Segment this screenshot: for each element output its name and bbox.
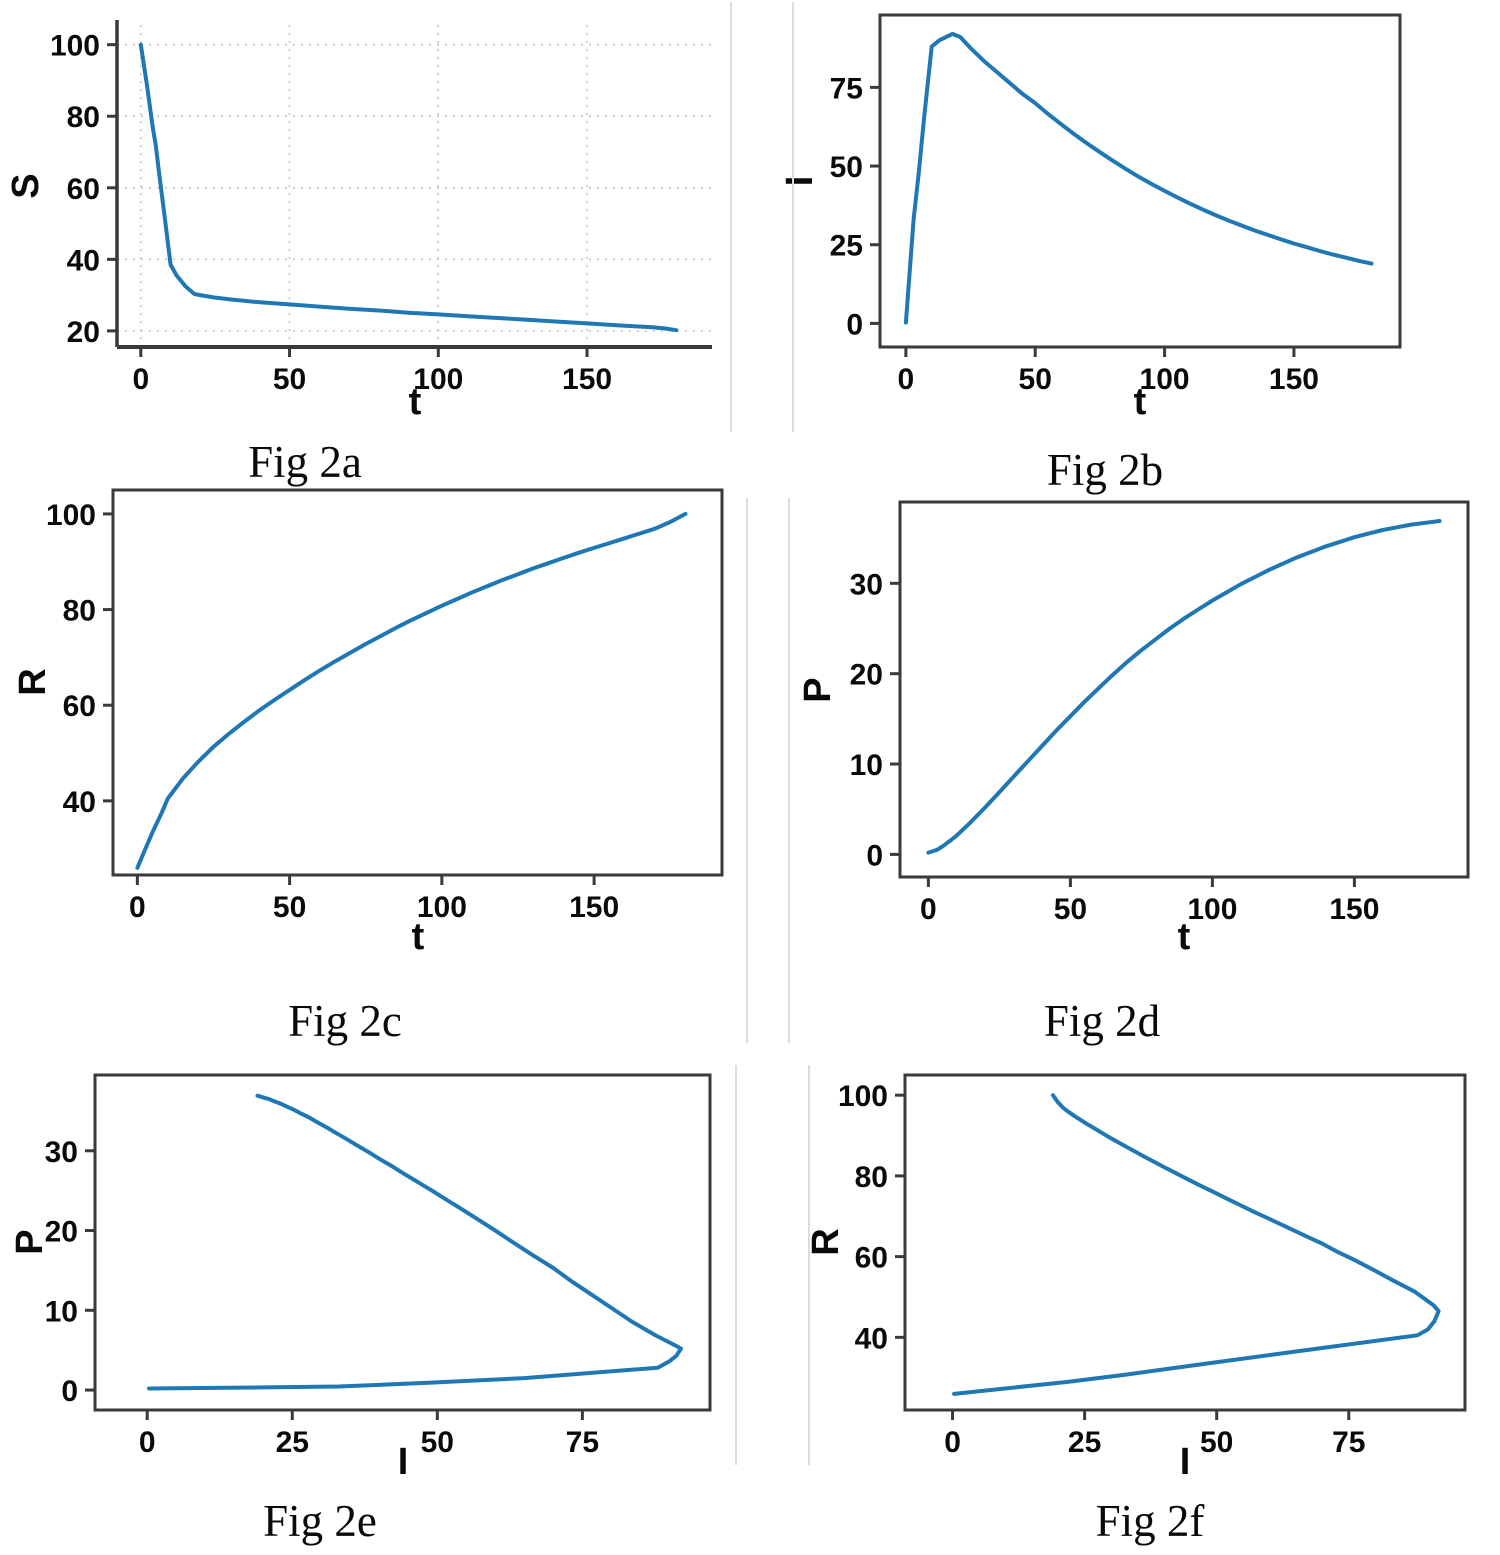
column-divider-line [746, 498, 748, 1043]
fig-2a-caption: Fig 2a [248, 437, 362, 487]
x-tick-label: 100 [417, 891, 467, 924]
x-axis-label: t [412, 916, 425, 958]
plot-frame [111, 488, 724, 877]
x-tick-label: 150 [1329, 893, 1379, 926]
y-tick-label: 40 [67, 244, 100, 277]
y-tick-label: 10 [850, 749, 883, 782]
fig-2c-caption: Fig 2c [288, 996, 402, 1046]
fig-2f-caption: Fig 2f [1095, 1496, 1205, 1546]
x-tick-label: 0 [139, 1426, 156, 1459]
y-tick-label: 40 [855, 1322, 888, 1355]
x-tick-label: 50 [273, 891, 306, 924]
y-tick-label: 80 [855, 1161, 888, 1194]
y-tick-label: 0 [61, 1375, 78, 1408]
x-tick-label: 75 [1332, 1426, 1365, 1459]
x-tick-label: 150 [1269, 363, 1319, 396]
data-line [952, 1093, 1441, 1396]
y-tick-label: 80 [67, 101, 100, 134]
x-tick-label: 100 [1140, 363, 1190, 396]
y-tick-label: 100 [46, 499, 96, 532]
x-tick-label: 150 [562, 363, 612, 396]
x-tick-label: 0 [129, 891, 146, 924]
y-tick-label: 60 [67, 173, 100, 206]
x-tick-label: 0 [920, 893, 937, 926]
x-tick-label: 50 [1054, 893, 1087, 926]
y-axis-label: P [797, 677, 839, 702]
x-tick-label: 25 [1068, 1426, 1101, 1459]
column-divider-line [788, 498, 790, 1043]
y-tick-label: 30 [45, 1136, 78, 1169]
fig-2f-panel: 0 25 50 75 40 60 80 100 I R Fig 2f [750, 1055, 1500, 1555]
y-tick-label: 20 [45, 1216, 78, 1249]
data-line [926, 519, 1442, 855]
fig-2d-panel: 0 50 100 150 0 10 20 30 t P Fig 2d [750, 480, 1500, 1055]
column-divider-line [808, 1065, 810, 1465]
y-axis-label: S [5, 173, 47, 198]
y-tick-label: 10 [45, 1295, 78, 1328]
data-line [138, 42, 679, 333]
fig-2d-plot: 0 50 100 150 0 10 20 30 t P [797, 500, 1470, 958]
data-line [135, 511, 688, 870]
y-tick-label: 30 [850, 568, 883, 601]
x-tick-label: 25 [276, 1426, 309, 1459]
plot-frame [93, 1073, 712, 1412]
plot-frame [878, 13, 1402, 349]
plot-frame [898, 500, 1470, 879]
y-tick-label: 40 [63, 786, 96, 819]
column-divider-line [730, 2, 732, 432]
x-tick-label: 100 [413, 363, 463, 396]
y-tick-label: 20 [850, 659, 883, 692]
y-tick-label: 100 [838, 1080, 888, 1113]
x-tick-label: 100 [1187, 893, 1237, 926]
fig-2b-caption: Fig 2b [1046, 445, 1164, 495]
x-tick-label: 150 [569, 891, 619, 924]
fig-2b-plot: 0 50 100 150 0 25 50 75 t I [779, 13, 1402, 423]
y-axis-label: R [12, 668, 54, 695]
y-tick-label: 80 [63, 595, 96, 628]
x-tick-label: 50 [421, 1426, 454, 1459]
x-tick-label: 50 [1019, 363, 1052, 396]
data-line [147, 1093, 683, 1391]
x-axis-label: t [1178, 916, 1191, 958]
column-divider-line [792, 2, 794, 432]
y-tick-label: 60 [63, 690, 96, 723]
y-tick-label: 0 [846, 308, 863, 341]
fig-2f-plot: 0 25 50 75 40 60 80 100 I R [805, 1073, 1467, 1483]
y-tick-label: 100 [50, 30, 100, 63]
y-tick-label: 20 [67, 316, 100, 349]
y-axis-label: R [805, 1228, 847, 1255]
column-divider-line [735, 1065, 737, 1465]
fig-2e-panel: 0 25 50 75 0 10 20 30 I P Fig 2e [0, 1055, 750, 1555]
y-axis-label: P [9, 1229, 51, 1254]
x-axis-label: t [409, 381, 422, 423]
fig-2b-panel: 0 50 100 150 0 25 50 75 t I Fig 2b [750, 0, 1500, 495]
x-tick-label: 0 [898, 363, 915, 396]
plot-frame [903, 1073, 1467, 1412]
y-tick-label: 0 [866, 839, 883, 872]
x-axis-label: t [1134, 381, 1147, 423]
y-tick-label: 60 [855, 1242, 888, 1275]
x-tick-label: 0 [944, 1426, 961, 1459]
x-axis-label: I [398, 1441, 409, 1483]
x-tick-label: 75 [566, 1426, 599, 1459]
x-tick-label: 50 [1200, 1426, 1233, 1459]
fig-2e-caption: Fig 2e [263, 1496, 377, 1546]
y-tick-label: 25 [830, 230, 863, 263]
data-line [903, 31, 1374, 325]
y-axis-label: I [779, 176, 821, 187]
fig-2c-panel: 0 50 100 150 40 60 80 100 t R Fig 2c [0, 480, 750, 1055]
fig-2d-caption: Fig 2d [1043, 996, 1161, 1046]
fig-2a-panel: 0 50 100 150 20 40 60 80 100 t S Fig 2a [0, 0, 750, 487]
x-axis-label: I [1180, 1441, 1191, 1483]
fig-2e-plot: 0 25 50 75 0 10 20 30 I P [9, 1073, 712, 1483]
y-tick-label: 75 [830, 72, 863, 105]
y-tick-label: 50 [830, 151, 863, 184]
x-tick-label: 0 [132, 363, 149, 396]
x-tick-label: 50 [273, 363, 306, 396]
